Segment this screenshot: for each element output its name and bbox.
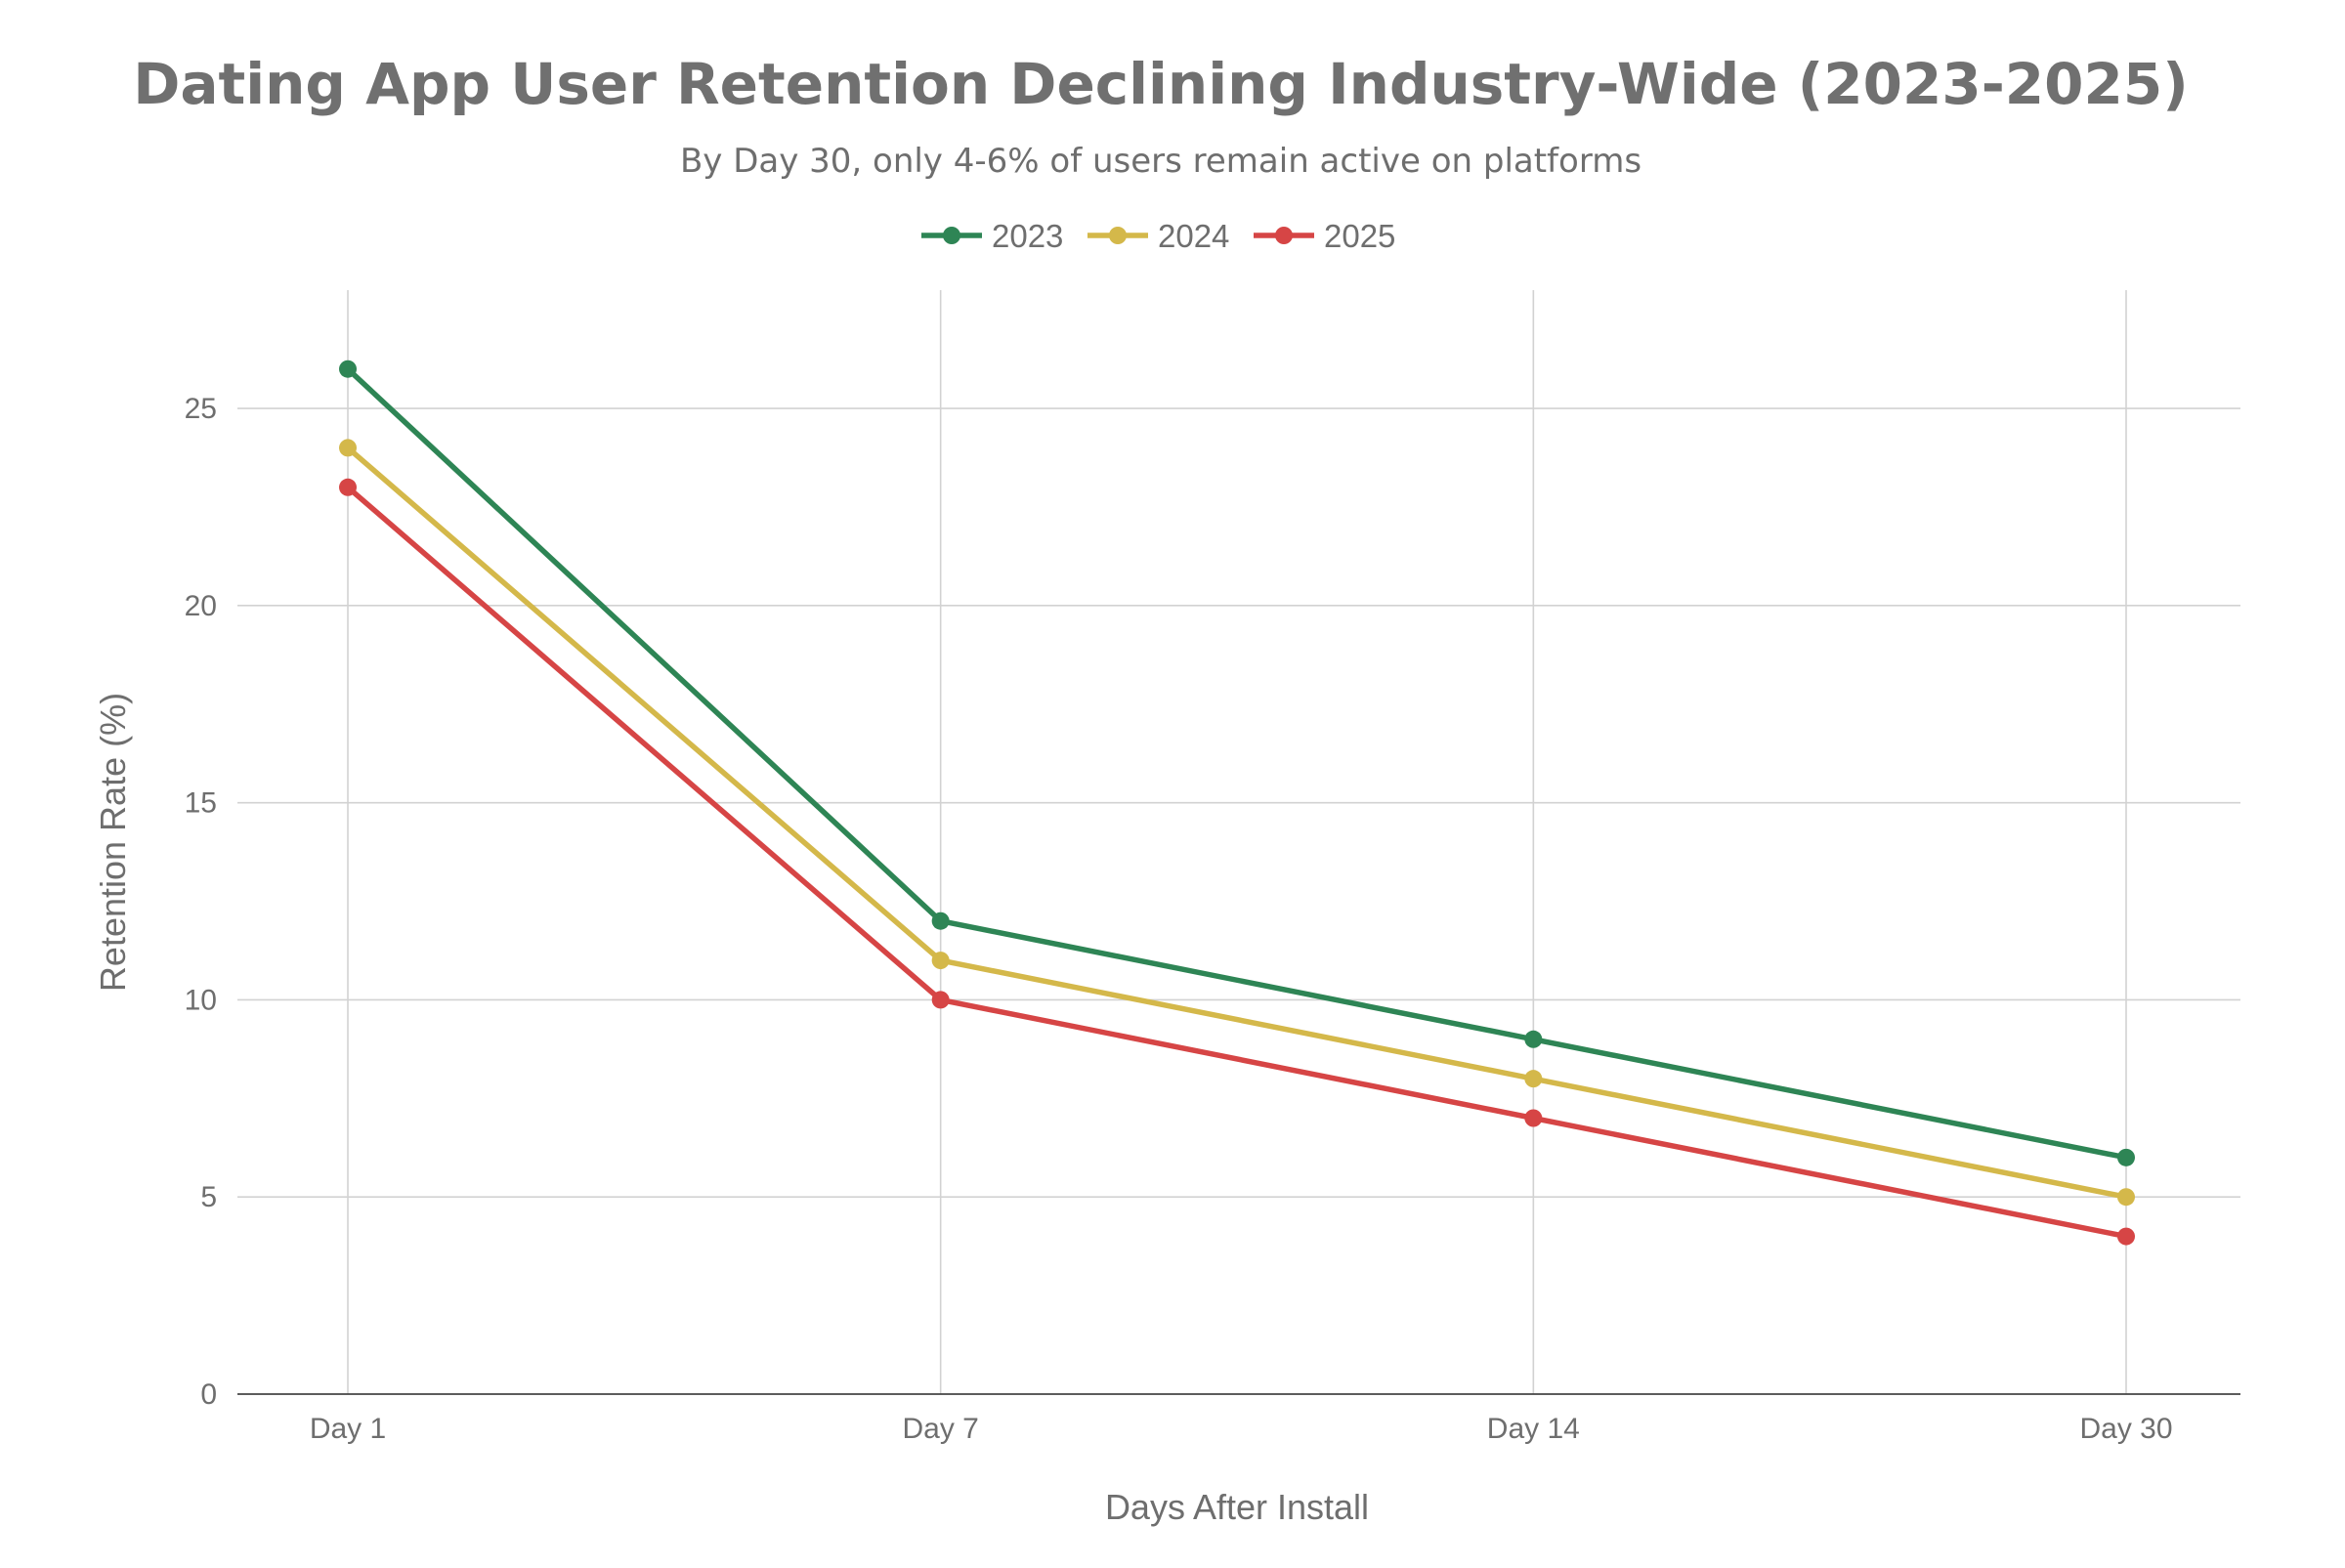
data-point bbox=[931, 952, 950, 970]
data-point bbox=[339, 478, 357, 496]
series-group bbox=[339, 360, 2135, 1246]
y-tick-label: 25 bbox=[185, 393, 217, 425]
legend-marker bbox=[1109, 227, 1127, 244]
data-point bbox=[1524, 1070, 1543, 1088]
y-tick-label: 15 bbox=[185, 787, 217, 820]
x-tick-label: Day 30 bbox=[2079, 1413, 2172, 1445]
legend-marker bbox=[1275, 227, 1293, 244]
legend-label: 2025 bbox=[1324, 218, 1395, 254]
data-point bbox=[339, 439, 357, 457]
legend-marker bbox=[943, 227, 960, 244]
legend: 2023 2024 2025 bbox=[921, 218, 1395, 254]
x-tick-label: Day 14 bbox=[1487, 1413, 1580, 1445]
data-point bbox=[2117, 1148, 2135, 1166]
x-tick-label: Day 7 bbox=[902, 1413, 978, 1445]
data-point bbox=[2117, 1188, 2135, 1207]
chart-subtitle: By Day 30, only 4-6% of users remain act… bbox=[680, 142, 1642, 181]
legend-label: 2024 bbox=[1158, 218, 1229, 254]
x-axis-title: Days After Install bbox=[1105, 1487, 1369, 1527]
data-point bbox=[1524, 1030, 1543, 1048]
y-tick-label: 0 bbox=[200, 1378, 217, 1411]
series-line bbox=[345, 485, 2129, 1240]
data-point bbox=[931, 911, 950, 930]
legend-item: 2025 bbox=[1254, 218, 1395, 254]
y-tick-label: 20 bbox=[185, 590, 217, 622]
gridlines bbox=[237, 290, 2240, 1394]
series-line bbox=[345, 445, 2129, 1200]
x-tick-label: Day 1 bbox=[310, 1413, 386, 1445]
y-axis-title: Retention Rate (%) bbox=[93, 693, 133, 992]
legend-item: 2023 bbox=[921, 218, 1063, 254]
series-2023 bbox=[339, 360, 2135, 1166]
axes: 0 5 10 15 20 25 Day 1 Day 7 Day 14 Day 30 bbox=[185, 393, 2240, 1445]
legend-item: 2024 bbox=[1087, 218, 1229, 254]
data-point bbox=[1524, 1109, 1543, 1127]
y-tick-label: 5 bbox=[200, 1181, 217, 1213]
chart-title: Dating App User Retention Declining Indu… bbox=[133, 51, 2189, 117]
series-line bbox=[345, 365, 2129, 1161]
data-point bbox=[339, 360, 357, 378]
series-2025 bbox=[339, 478, 2135, 1246]
y-tick-label: 10 bbox=[185, 984, 217, 1016]
data-point bbox=[931, 991, 950, 1009]
series-2024 bbox=[339, 439, 2135, 1207]
legend-label: 2023 bbox=[992, 218, 1063, 254]
data-point bbox=[2117, 1227, 2135, 1246]
